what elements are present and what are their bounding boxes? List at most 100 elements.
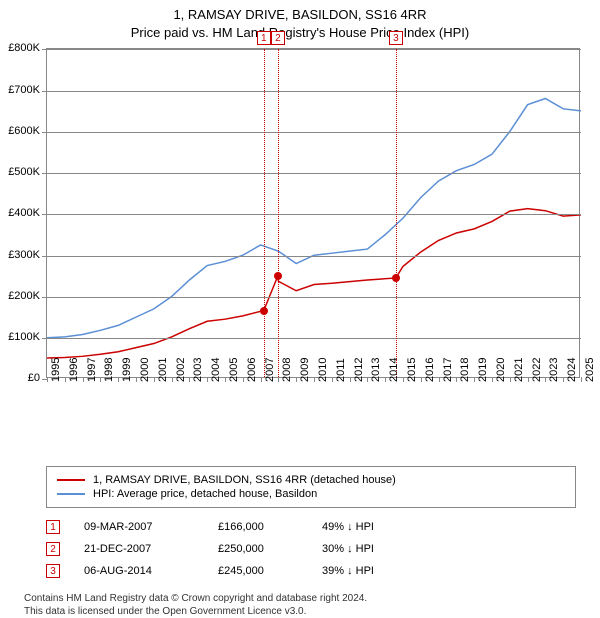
gridline-h [47,338,581,339]
event-line [396,49,397,377]
x-axis-label: 2022 [531,358,543,382]
x-axis-label: 2008 [281,358,293,382]
x-axis-label: 2007 [264,358,276,382]
gridline-h [47,132,581,133]
chart-area: 123 £0£100K£200K£300K£400K£500K£600K£700… [46,48,580,402]
transaction-row: 1 09-MAR-2007 £166,000 49% ↓ HPI [46,516,576,538]
tick-x [385,377,386,382]
transaction-price: £245,000 [218,565,298,577]
tick-x [403,377,404,382]
tick-x [563,377,564,382]
tick-x [581,377,582,382]
x-axis-label: 2001 [157,358,169,382]
tick-y [42,297,47,298]
tick-x [261,377,262,382]
y-axis-label: £500K [8,166,40,178]
x-axis-label: 2019 [477,358,489,382]
legend-label: 1, RAMSAY DRIVE, BASILDON, SS16 4RR (det… [93,474,396,486]
gridline-h [47,91,581,92]
y-axis-label: £700K [8,84,40,96]
tick-y [42,49,47,50]
y-axis-label: £100K [8,331,40,343]
x-axis-label: 2006 [246,358,258,382]
y-axis-label: £800K [8,42,40,54]
x-axis-label: 2016 [424,358,436,382]
transaction-delta: 39% ↓ HPI [322,565,412,577]
transaction-date: 06-AUG-2014 [84,565,194,577]
tick-y [42,132,47,133]
tick-x [83,377,84,382]
transaction-row: 221-DEC-2007£250,00030% ↓ HPI [46,538,576,560]
plot-region: 123 [46,48,580,378]
x-axis-label: 2013 [370,358,382,382]
x-axis-label: 2017 [442,358,454,382]
x-axis-label: 2024 [566,358,578,382]
tick-x [332,377,333,382]
footer-line-2: This data is licensed under the Open Gov… [24,605,576,618]
tick-y [42,173,47,174]
x-axis-label: 2004 [210,358,222,382]
event-marker-2: 2 [271,31,285,45]
tick-x [65,377,66,382]
gridline-h [47,49,581,50]
transaction-index: 2 [46,542,60,556]
legend-row: 1, RAMSAY DRIVE, BASILDON, SS16 4RR (det… [57,473,565,487]
gridline-h [47,214,581,215]
legend: 1, RAMSAY DRIVE, BASILDON, SS16 4RR (det… [46,466,576,508]
x-axis-label: 2011 [335,359,347,383]
x-axis-label: 2014 [388,358,400,382]
tick-y [42,91,47,92]
legend-label: HPI: Average price, detached house, Basi… [93,488,317,500]
event-line [264,49,265,377]
tick-x [118,377,119,382]
tick-x [225,377,226,382]
title-subtitle: Price paid vs. HM Land Registry's House … [10,24,590,42]
tick-x [172,377,173,382]
x-axis-label: 1997 [86,358,98,382]
transaction-delta: 30% ↓ HPI [322,543,412,555]
tick-x [439,377,440,382]
tick-x [545,377,546,382]
tick-y [42,338,47,339]
tick-x [136,377,137,382]
tick-x [296,377,297,382]
event-line [278,49,279,377]
footer-line-1: Contains HM Land Registry data © Crown c… [24,592,576,605]
price-marker-1 [260,307,268,315]
x-axis-label: 1996 [68,358,80,382]
title-address: 1, RAMSAY DRIVE, BASILDON, SS16 4RR [10,6,590,24]
x-axis-label: 2023 [548,358,560,382]
tick-x [528,377,529,382]
tick-x [421,377,422,382]
gridline-h [47,256,581,257]
transaction-delta: 49% ↓ HPI [322,521,412,533]
x-axis-label: 2012 [353,358,365,382]
transaction-index: 3 [46,564,60,578]
tick-x [456,377,457,382]
transaction-date: 21-DEC-2007 [84,543,194,555]
tick-x [47,377,48,382]
price-marker-2 [274,272,282,280]
transaction-price: £166,000 [218,521,298,533]
legend-swatch [57,479,85,481]
title-block: 1, RAMSAY DRIVE, BASILDON, SS16 4RR Pric… [0,0,600,44]
y-axis-label: £400K [8,207,40,219]
tick-x [100,377,101,382]
tick-x [314,377,315,382]
x-axis-label: 2025 [584,358,596,382]
transactions-table: 1 09-MAR-2007 £166,000 49% ↓ HPI 2 21-DEC-200… [46,516,576,582]
tick-x [510,377,511,382]
y-axis-label: £600K [8,125,40,137]
x-axis-label: 1999 [121,358,133,382]
event-marker-1: 1 [257,31,271,45]
tick-x [207,377,208,382]
transaction-date: 09-MAR-2007 [84,521,194,533]
x-axis-label: 2005 [228,358,240,382]
gridline-h [47,297,581,298]
transaction-row: 3 06-AUG-2014 £245,000 39% ↓ HPI [46,560,576,582]
x-axis-label: 2018 [459,358,471,382]
tick-x [189,377,190,382]
x-axis-label: 2000 [139,358,151,382]
transaction-index: 1 [46,520,60,534]
x-axis-label: 2002 [175,358,187,382]
